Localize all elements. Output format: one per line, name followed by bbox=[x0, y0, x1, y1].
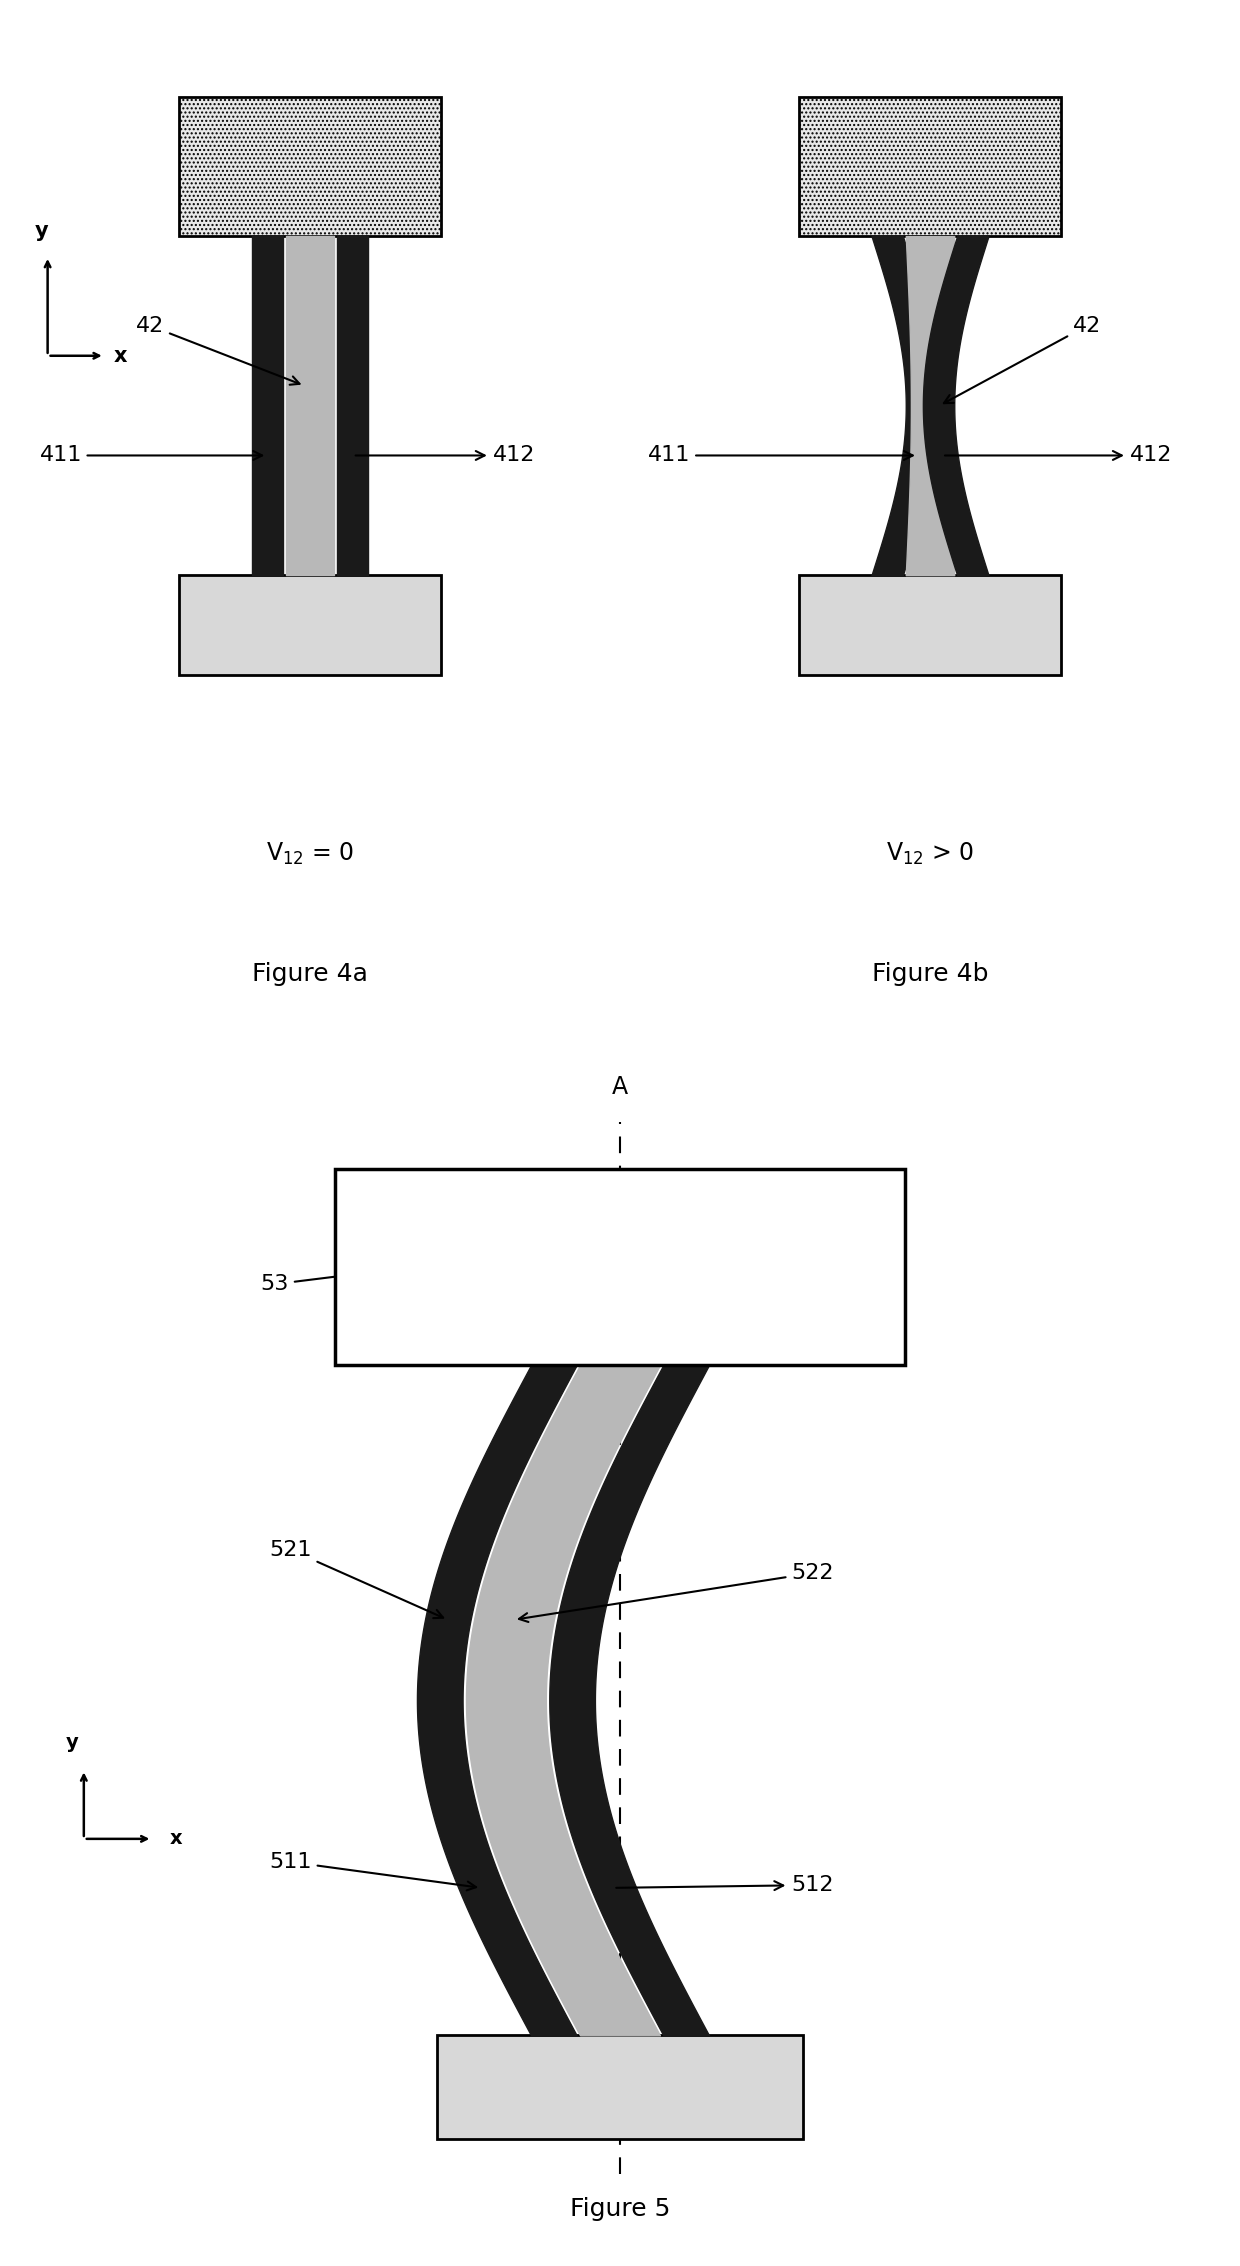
Bar bbox=[799, 97, 1061, 236]
Bar bbox=[438, 2035, 802, 2139]
Text: Figure 4b: Figure 4b bbox=[872, 963, 988, 986]
Text: V$_{12}$ = 0: V$_{12}$ = 0 bbox=[265, 841, 355, 868]
Text: y: y bbox=[66, 1733, 79, 1752]
Text: 42: 42 bbox=[136, 315, 300, 385]
Text: 412: 412 bbox=[945, 446, 1172, 465]
Text: 511: 511 bbox=[269, 1851, 476, 1890]
Text: x: x bbox=[170, 1829, 182, 1849]
Bar bbox=[799, 576, 1061, 675]
Text: 521: 521 bbox=[269, 1541, 443, 1618]
Text: 411: 411 bbox=[649, 446, 913, 465]
Text: Figure 4a: Figure 4a bbox=[252, 963, 368, 986]
Text: 42: 42 bbox=[944, 315, 1101, 403]
Text: Figure 5: Figure 5 bbox=[570, 2196, 670, 2221]
Text: A: A bbox=[611, 1076, 629, 1099]
Text: 522: 522 bbox=[520, 1564, 833, 1622]
Bar bbox=[179, 97, 441, 236]
Text: 53: 53 bbox=[260, 1264, 409, 1294]
Text: V$_{12}$ > 0: V$_{12}$ > 0 bbox=[885, 841, 975, 868]
Text: x: x bbox=[113, 347, 126, 365]
Bar bbox=[179, 576, 441, 675]
Text: 411: 411 bbox=[40, 446, 262, 465]
Text: 512: 512 bbox=[616, 1874, 833, 1894]
Text: y: y bbox=[35, 222, 48, 240]
Text: 412: 412 bbox=[356, 446, 534, 465]
Bar bbox=[335, 1169, 905, 1364]
